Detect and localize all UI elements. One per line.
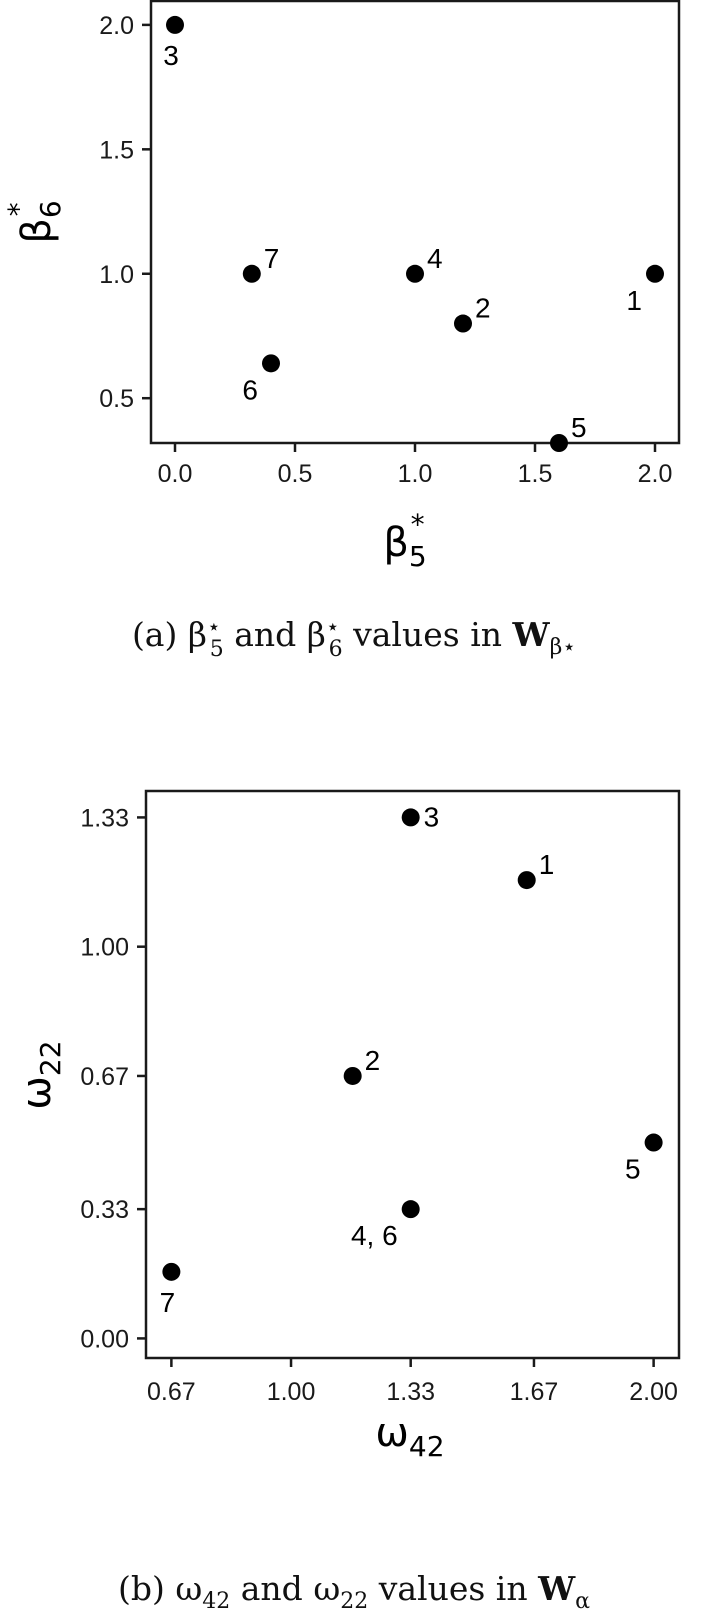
x-tick-label: 1.5 [518, 460, 553, 488]
x-tick-label: 1.33 [386, 1378, 435, 1406]
y-tick-label: 2.0 [99, 12, 134, 40]
data-point [517, 871, 536, 890]
point-label: 2 [365, 1045, 381, 1076]
point-label: 1 [626, 285, 642, 316]
data-point [401, 808, 420, 827]
point-label: 6 [242, 374, 258, 405]
point-label: 5 [625, 1154, 641, 1185]
point-label: 7 [264, 243, 280, 274]
point-label: 3 [163, 40, 179, 71]
x-tick-label: 1.00 [267, 1378, 316, 1406]
x-tick-label: 0.0 [158, 460, 193, 488]
plot-frame [144, 789, 681, 1360]
x-axis-label: ω42 [375, 1410, 444, 1463]
data-point [406, 264, 424, 283]
x-tick-label: 2.0 [638, 460, 673, 488]
y-axis-label: ω22 [14, 1040, 67, 1109]
y-tick-label: 1.0 [99, 261, 134, 289]
point-label: 7 [160, 1287, 176, 1318]
data-point [343, 1066, 362, 1085]
x-tick-label: 0.5 [278, 460, 313, 488]
point-label: 2 [475, 293, 491, 324]
figure-caption: (b) ω42 and ω22 values in Wα [118, 1569, 590, 1614]
data-point [644, 1133, 663, 1152]
y-tick-label: 0.33 [80, 1196, 129, 1224]
data-point [262, 354, 280, 373]
chart-a: 0.0 0.5 1.0 1.5 2.0 0.5 1.0 1.5 2.0 1 2 3 4 5 6 7 β5* β6*… [2, 0, 681, 662]
data-point [162, 1262, 181, 1281]
y-tick-label: 1.33 [80, 804, 129, 832]
x-tick-label: 0.67 [147, 1378, 196, 1406]
y-axis-label: β6* [2, 200, 67, 243]
point-label: 5 [571, 412, 587, 443]
figure-caption: (a) β⋆ 5 and β⋆ 6 values in Wβ⋆ [132, 615, 576, 662]
point-label: 4, 6 [351, 1220, 398, 1251]
point-label: 1 [539, 849, 555, 880]
x-axis-label: β5* [383, 508, 426, 573]
chart-b: 0.67 1.00 1.33 1.67 2.00 0.00 0.33 0.67 1.00 1.33… [14, 789, 681, 1614]
data-point [242, 264, 261, 283]
y-axis-label-group: ω22 [14, 1040, 67, 1109]
plot-frame [149, 0, 681, 445]
y-tick-label: 1.5 [99, 136, 134, 164]
data-point [550, 434, 568, 452]
x-tick-label: 1.0 [398, 460, 433, 488]
data-point [401, 1200, 420, 1219]
data-point [646, 264, 664, 283]
y-axis-label-group: β6* [2, 200, 67, 243]
y-tick-label: 1.00 [80, 934, 129, 962]
y-tick-label: 0.5 [99, 385, 134, 413]
data-point [454, 314, 472, 333]
x-tick-label: 1.67 [510, 1378, 559, 1406]
x-tick-label: 2.00 [629, 1378, 678, 1406]
data-point [166, 15, 184, 34]
y-tick-label: 0.00 [80, 1325, 129, 1353]
point-label: 3 [424, 801, 440, 832]
point-label: 4 [427, 243, 443, 274]
y-tick-label: 0.67 [80, 1063, 129, 1091]
